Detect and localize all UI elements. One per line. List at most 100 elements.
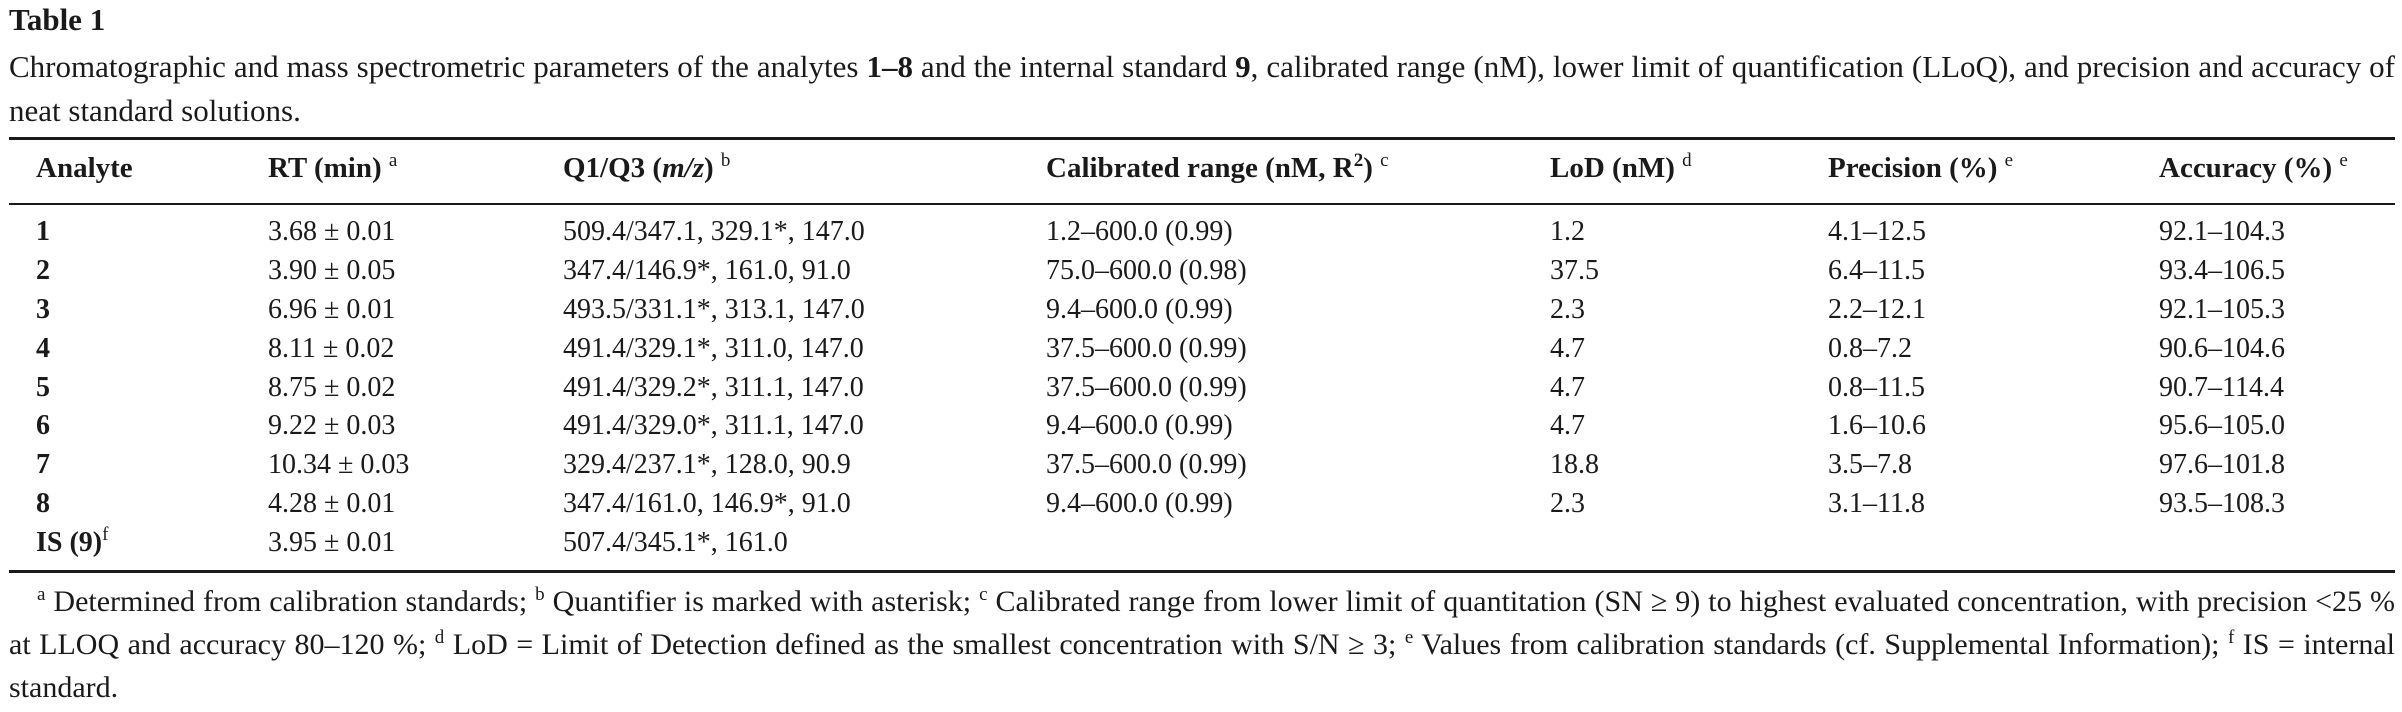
cell-q1q3: 329.4/237.1*, 128.0, 90.9 — [563, 449, 851, 481]
cell-analyte: 7 — [36, 449, 50, 481]
cell-range: 37.5–600.0 (0.99) — [1046, 332, 1247, 364]
table-top-rule — [9, 137, 2395, 140]
caption-internal-standard-number: 9 — [1235, 49, 1251, 84]
cell-range: 37.5–600.0 (0.99) — [1046, 371, 1247, 403]
cell-q1q3: 491.4/329.2*, 311.1, 147.0 — [563, 371, 864, 403]
cell-range: 1.2–600.0 (0.99) — [1046, 216, 1233, 247]
footnote-text: IS = internal standard. — [9, 628, 2395, 704]
cell-analyte: 3 — [36, 293, 50, 325]
cell-rt: 3.68 ± 0.01 — [268, 216, 396, 247]
cell-q1q3: 491.4/329.1*, 311.0, 147.0 — [563, 332, 864, 364]
table-row: 2 3.90 ± 0.05 347.4/146.9*, 161.0, 91.0 … — [0, 252, 2402, 291]
footnote-ref-b: b — [720, 150, 731, 171]
cell-range: 37.5–600.0 (0.99) — [1046, 449, 1247, 481]
cell-precision: 3.1–11.8 — [1828, 488, 1925, 520]
footnote-ref-e: e — [2004, 150, 2014, 171]
cell-range: 9.4–600.0 (0.99) — [1046, 488, 1233, 520]
footnote-ref-c: c — [1380, 150, 1389, 171]
header-analyte: Analyte — [36, 152, 133, 184]
cell-rt: 6.96 ± 0.01 — [268, 293, 396, 325]
footnote-ref-d: d — [1682, 150, 1692, 171]
cell-lod: 37.5 — [1550, 254, 1599, 286]
cell-lod: 1.2 — [1550, 216, 1585, 247]
table-footnotes: a Determined from calibration standards;… — [9, 580, 2395, 709]
header-calibrated-range: Calibrated range (nM, R2) c — [1046, 150, 1389, 184]
cell-q1q3: 493.5/331.1*, 313.1, 147.0 — [563, 293, 865, 325]
cell-q1q3: 509.4/347.1, 329.1*, 147.0 — [563, 216, 865, 247]
cell-analyte: 5 — [36, 371, 50, 403]
table-header-rule — [9, 203, 2395, 205]
cell-rt: 3.95 ± 0.01 — [268, 527, 396, 559]
header-retention-time: RT (min) a — [268, 150, 398, 184]
footnote-mark: e — [1404, 627, 1414, 648]
footnote-text: Determined from calibration standards; — [45, 585, 536, 618]
table-body: 1 3.68 ± 0.01 509.4/347.1, 329.1*, 147.0… — [0, 213, 2402, 563]
header-lod: LoD (nM) d — [1550, 150, 1692, 184]
cell-q1q3: 491.4/329.0*, 311.1, 147.0 — [563, 410, 864, 442]
cell-precision: 4.1–12.5 — [1828, 216, 1926, 247]
cell-precision: 3.5–7.8 — [1828, 449, 1912, 481]
footnote-ref-e: e — [2339, 150, 2348, 171]
cell-analyte: 2 — [36, 254, 50, 286]
footnote-mark: b — [535, 584, 545, 605]
cell-lod: 4.7 — [1550, 410, 1585, 442]
cell-precision: 0.8–7.2 — [1828, 332, 1912, 364]
cell-precision: 6.4–11.5 — [1828, 254, 1925, 286]
footnote-mark: a — [37, 584, 46, 605]
cell-analyte: 1 — [36, 216, 50, 247]
footnote-ref-f: f — [102, 524, 109, 546]
cell-lod: 18.8 — [1550, 449, 1599, 481]
cell-accuracy: 93.5–108.3 — [2159, 488, 2285, 520]
footnote-text: LoD = Limit of Detection defined as the … — [444, 628, 1405, 661]
cell-lod: 4.7 — [1550, 332, 1585, 364]
cell-accuracy: 97.6–101.8 — [2159, 449, 2285, 481]
cell-analyte: 6 — [36, 410, 50, 442]
table-row: 8 4.28 ± 0.01 347.4/161.0, 146.9*, 91.0 … — [0, 485, 2402, 524]
cell-range: 9.4–600.0 (0.99) — [1046, 410, 1233, 442]
table-bottom-rule — [9, 570, 2395, 573]
cell-accuracy: 95.6–105.0 — [2159, 410, 2285, 442]
footnote-mark: c — [979, 584, 988, 605]
table-row: 5 8.75 ± 0.02 491.4/329.2*, 311.1, 147.0… — [0, 369, 2402, 408]
cell-analyte: 4 — [36, 332, 50, 364]
cell-analyte: 8 — [36, 488, 50, 520]
footnote-text: Quantifier is marked with asterisk; — [544, 585, 980, 618]
caption-text: , calibrated range (nM), lower limit of … — [9, 49, 2395, 128]
table-row: 4 8.11 ± 0.02 491.4/329.1*, 311.0, 147.0… — [0, 330, 2402, 369]
cell-precision: 1.6–10.6 — [1828, 410, 1926, 442]
header-precision: Precision (%) e — [1828, 150, 2014, 184]
cell-rt: 9.22 ± 0.03 — [268, 410, 396, 442]
cell-rt: 3.90 ± 0.05 — [268, 254, 396, 286]
cell-rt: 8.75 ± 0.02 — [268, 371, 396, 403]
header-q1q3: Q1/Q3 (m/z) b — [563, 150, 731, 184]
cell-analyte: IS (9)f — [36, 524, 109, 559]
cell-accuracy: 90.6–104.6 — [2159, 332, 2285, 364]
table-label: Table 1 — [9, 2, 106, 37]
table-caption: Chromatographic and mass spectrometric p… — [9, 45, 2395, 133]
footnote-text: Values from calibration standards (cf. S… — [1413, 628, 2228, 661]
r-squared-exponent: 2 — [1353, 150, 1364, 171]
cell-lod: 4.7 — [1550, 371, 1585, 403]
cell-rt: 8.11 ± 0.02 — [268, 332, 395, 364]
cell-q1q3: 347.4/146.9*, 161.0, 91.0 — [563, 254, 851, 286]
footnote-ref-a: a — [388, 150, 398, 171]
cell-q1q3: 507.4/345.1*, 161.0 — [563, 527, 788, 559]
header-accuracy: Accuracy (%) e — [2159, 150, 2348, 184]
cell-rt: 10.34 ± 0.03 — [268, 449, 410, 481]
cell-precision: 0.8–11.5 — [1828, 371, 1925, 403]
table-row-internal-standard: IS (9)f 3.95 ± 0.01 507.4/345.1*, 161.0 — [0, 524, 2402, 563]
footnote-text: Calibrated range from lower limit of qua… — [9, 585, 2396, 661]
caption-analytes-range: 1–8 — [866, 49, 913, 84]
table-row: 7 10.34 ± 0.03 329.4/237.1*, 128.0, 90.9… — [0, 446, 2402, 485]
table-row: 1 3.68 ± 0.01 509.4/347.1, 329.1*, 147.0… — [0, 213, 2402, 252]
cell-accuracy: 92.1–104.3 — [2159, 216, 2285, 247]
cell-accuracy: 92.1–105.3 — [2159, 293, 2285, 325]
cell-accuracy: 90.7–114.4 — [2159, 371, 2284, 403]
cell-accuracy: 93.4–106.5 — [2159, 254, 2285, 286]
cell-range: 75.0–600.0 (0.98) — [1046, 254, 1247, 286]
cell-lod: 2.3 — [1550, 293, 1585, 325]
cell-range: 9.4–600.0 (0.99) — [1046, 293, 1233, 325]
table-row: 6 9.22 ± 0.03 491.4/329.0*, 311.1, 147.0… — [0, 407, 2402, 446]
caption-text: Chromatographic and mass spectrometric p… — [9, 49, 867, 84]
